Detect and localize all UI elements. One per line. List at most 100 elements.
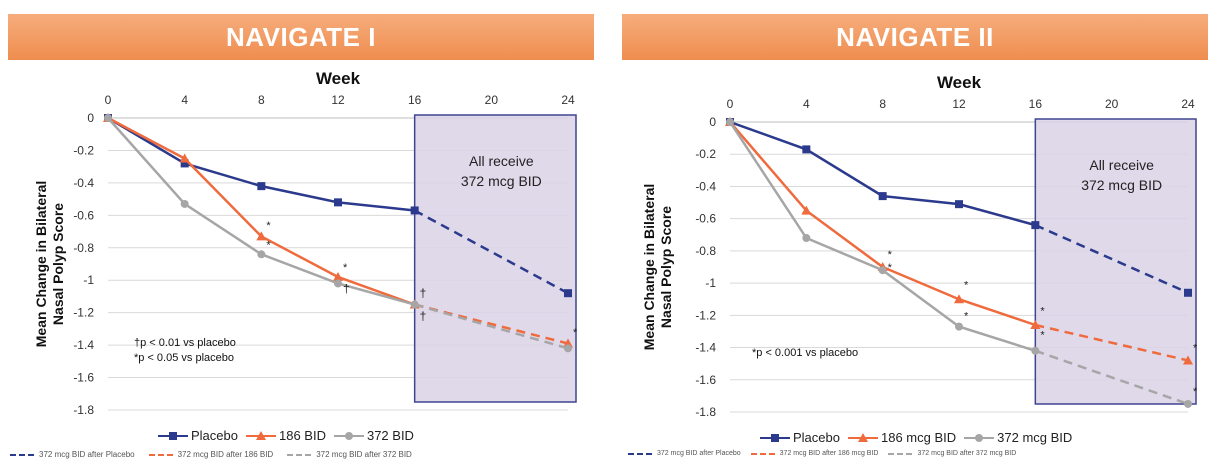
- significance-mark: *: [573, 327, 578, 339]
- series-line-high_dose: [728, 121, 1036, 352]
- data-point-high_dose: [104, 114, 112, 122]
- box-label-line2: 372 mcg BID: [1081, 177, 1162, 193]
- ext-legend-186: 372 mcg BID after 186 mcg BID: [750, 450, 878, 457]
- x-axis-label: Week: [316, 69, 361, 88]
- legend-swatch-372: [333, 431, 364, 441]
- extension-legend: 372 mcg BID after Placebo 372 mcg BID af…: [628, 450, 1016, 457]
- legend-label: Placebo: [793, 430, 840, 445]
- data-point-high_dose: [802, 234, 811, 242]
- significance-mark: *: [343, 262, 348, 274]
- data-point-mid_dose: [1030, 320, 1041, 329]
- ext-legend-placebo: 372 mcg BID after Placebo: [10, 450, 135, 459]
- data-point-mid_dose: [333, 271, 343, 281]
- data-point-high_dose: [257, 250, 266, 259]
- footnote-dagger: †p < 0.01 vs placebo: [134, 337, 236, 349]
- y-tick-label: -1: [83, 273, 94, 287]
- legend-label: 372 mcg BID: [997, 430, 1073, 445]
- significance-mark: *: [888, 249, 893, 261]
- ext-legend-placebo: 372 mcg BID after Placebo: [628, 450, 741, 457]
- footnote-star: *p < 0.001 vs placebo: [752, 347, 859, 359]
- y-tick-label: -1.2: [695, 308, 716, 322]
- x-tick-label: 0: [105, 93, 112, 107]
- data-point-high_dose: [955, 322, 963, 331]
- data-point-placebo: [257, 182, 266, 191]
- data-point-placebo: [802, 145, 811, 154]
- legend-label: 186 mcg BID: [880, 430, 957, 445]
- significance-mark: *: [1040, 306, 1045, 318]
- y-axis-label-line1: Mean Change in Bilateral: [641, 184, 657, 350]
- chart-title: NAVIGATE II: [622, 14, 1208, 60]
- series-extension-mid_dose: [414, 303, 569, 345]
- legend-label: 186 BID: [278, 428, 326, 443]
- data-point-high_dose: [334, 279, 342, 288]
- data-point-placebo: [1184, 288, 1192, 297]
- y-axis-label-line2: Nasal Polyp Score: [50, 203, 66, 325]
- y-tick-label: -1.6: [73, 371, 94, 385]
- data-point-high_dose: [180, 199, 189, 208]
- data-point-high_dose: [1184, 399, 1192, 408]
- data-point-placebo: [410, 206, 419, 215]
- significance-mark: *: [1040, 330, 1045, 342]
- y-axis-label-line1: Mean Change in Bilateral: [33, 181, 49, 347]
- all-receive-box: [413, 114, 577, 403]
- significance-mark: *: [1193, 343, 1198, 355]
- x-tick-label: 4: [803, 97, 810, 111]
- x-tick-label: 12: [952, 97, 966, 111]
- legend-label: Placebo: [191, 428, 238, 443]
- legend-swatch-placebo: [760, 433, 790, 443]
- series-line-mid_dose: [729, 121, 1036, 327]
- ext-legend-372: 372 mcg BID after 372 mcg BID: [888, 450, 1016, 457]
- legend-swatch-372: [964, 433, 995, 443]
- legend-372: 372 mcg BID: [964, 430, 1072, 445]
- significance-mark: †: [420, 286, 427, 300]
- data-point-placebo: [878, 192, 887, 201]
- y-tick-label: 0: [709, 115, 716, 129]
- box-label-line1: All receive: [469, 153, 534, 169]
- data-point-high_dose: [410, 300, 419, 309]
- y-tick-label: -0.2: [695, 147, 716, 161]
- data-point-high_dose: [878, 266, 887, 275]
- y-tick-label: -1.6: [695, 373, 716, 387]
- legend-186: 186 mcg BID: [847, 430, 957, 445]
- y-tick-label: -1.4: [695, 341, 716, 355]
- y-tick-label: -0.2: [73, 143, 94, 157]
- legend: Placebo 186 BID 372 BID: [158, 428, 414, 443]
- y-tick-label: 0: [87, 111, 94, 125]
- ext-legend-372: 372 mcg BID after 372 BID: [287, 450, 412, 459]
- data-point-placebo: [1031, 221, 1040, 230]
- data-point-placebo: [180, 159, 189, 168]
- significance-mark: *: [888, 262, 893, 274]
- legend-label: 372 BID: [366, 428, 414, 443]
- data-point-high_dose: [1031, 346, 1040, 355]
- x-tick-label: 16: [408, 93, 422, 107]
- series-extension-placebo: [1034, 223, 1189, 294]
- data-point-mid_dose: [179, 153, 190, 163]
- significance-mark: *: [1193, 386, 1198, 398]
- data-point-mid_dose: [1183, 355, 1193, 365]
- box-label-line1: All receive: [1089, 157, 1154, 173]
- data-point-high_dose: [564, 344, 572, 353]
- data-point-placebo: [955, 200, 963, 209]
- ext-legend-186: 372 mcg BID after 186 BID: [148, 450, 273, 459]
- x-tick-label: 20: [485, 93, 499, 107]
- significance-mark: *: [964, 310, 969, 322]
- y-tick-label: -0.4: [73, 176, 94, 190]
- legend-186: 186 BID: [245, 428, 326, 443]
- x-tick-label: 8: [258, 93, 265, 107]
- legend-placebo: Placebo: [158, 428, 238, 443]
- navigate-1-panel: NAVIGATE I 0 -0.2 -0.4 -0.6 -0.8 -1 -1.2 -1.4 -1…: [8, 0, 598, 466]
- y-tick-label: -0.6: [73, 208, 94, 222]
- y-tick-label: -1.2: [73, 306, 94, 320]
- y-tick-label: -0.4: [695, 179, 716, 193]
- navigate-1-chart: 0 -0.2 -0.4 -0.6 -0.8 -1 -1.2 -1.4 -1.6 -1.8 0 4 8 12…: [33, 69, 578, 417]
- significance-mark: †: [420, 309, 427, 323]
- data-point-high_dose: [726, 118, 734, 126]
- y-tick-label: -1.8: [73, 403, 94, 417]
- significance-mark: *: [266, 220, 271, 232]
- legend-swatch-placebo: [158, 431, 188, 441]
- significance-mark: †: [343, 281, 350, 295]
- series-extension-mid_dose: [1035, 323, 1189, 362]
- y-axis-label-line2: Nasal Polyp Score: [658, 206, 674, 328]
- extension-legend: 372 mcg BID after Placebo 372 mcg BID af…: [10, 450, 412, 459]
- box-label-line2: 372 mcg BID: [461, 173, 542, 189]
